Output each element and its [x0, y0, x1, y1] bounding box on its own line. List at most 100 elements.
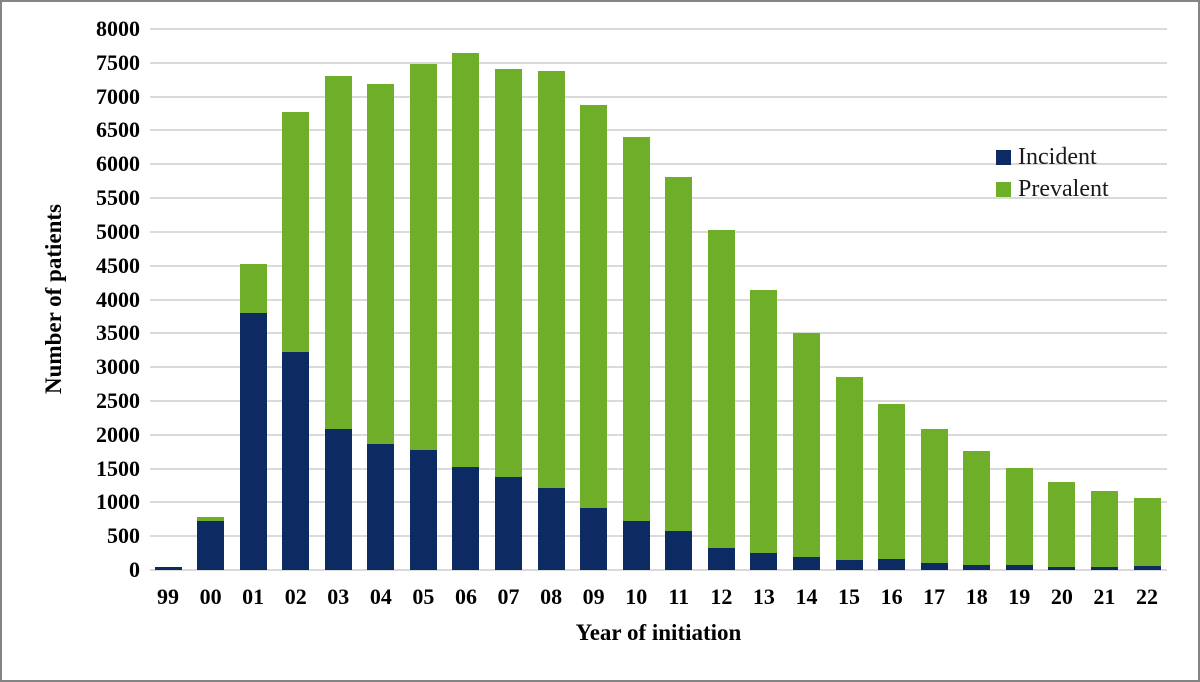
- bar-04: [367, 83, 395, 570]
- legend-item-incident: Incident: [996, 141, 1109, 173]
- gridline-5000: [150, 230, 1167, 233]
- gridline-4000: [150, 298, 1167, 301]
- x-tick-label-15: 15: [838, 584, 861, 609]
- bar-segment-incident-18: [963, 564, 991, 570]
- gridline-2500: [150, 399, 1167, 402]
- bar-09: [580, 105, 608, 570]
- gridline-500: [150, 535, 1167, 538]
- bar-segment-incident-15: [835, 559, 863, 570]
- bar-segment-prevalent-10: [622, 136, 650, 521]
- bar-11: [665, 177, 693, 570]
- bar-segment-prevalent-21: [1090, 490, 1118, 568]
- x-tick-label-22: 22: [1136, 584, 1158, 609]
- bar-segment-incident-19: [1005, 564, 1033, 570]
- bar-14: [792, 333, 820, 570]
- bar-segment-prevalent-15: [835, 376, 863, 560]
- x-tick-label-07: 07: [497, 584, 520, 609]
- bar-segment-incident-21: [1090, 567, 1118, 570]
- bar-segment-prevalent-20: [1048, 482, 1076, 567]
- bar-segment-incident-09: [580, 507, 608, 570]
- y-tick-label-5500: 5500: [96, 185, 140, 211]
- x-tick-label-16: 16: [880, 584, 903, 609]
- bar-segment-incident-11: [665, 531, 693, 570]
- y-tick-label-500: 500: [107, 523, 140, 549]
- gridline-1000: [150, 501, 1167, 504]
- bar-segment-prevalent-18: [963, 450, 991, 565]
- bar-segment-incident-08: [537, 487, 565, 570]
- x-tick-label-11: 11: [668, 584, 690, 609]
- y-tick-label-6000: 6000: [96, 151, 140, 177]
- bar-segment-prevalent-19: [1005, 467, 1033, 565]
- x-tick-label-04: 04: [369, 584, 392, 609]
- bar-00: [197, 516, 225, 570]
- bar-06: [452, 53, 480, 570]
- x-tick-label-00: 00: [199, 584, 222, 609]
- bar-22: [1133, 498, 1161, 570]
- bar-segment-prevalent-14: [792, 333, 820, 558]
- gridline-0: [150, 569, 1167, 571]
- x-tick-label-19: 19: [1008, 584, 1031, 609]
- y-tick-label-2500: 2500: [96, 387, 140, 413]
- bar-segment-prevalent-04: [367, 83, 395, 445]
- bar-segment-prevalent-22: [1133, 498, 1161, 566]
- bar-05: [409, 63, 437, 570]
- bar-segment-incident-03: [324, 429, 352, 570]
- bar-13: [750, 290, 778, 570]
- x-tick-label-02: 02: [284, 584, 307, 609]
- gridline-4500: [150, 264, 1167, 267]
- gridline-1500: [150, 467, 1167, 470]
- bar-segment-incident-00: [197, 521, 225, 570]
- bar-segment-prevalent-13: [750, 290, 778, 554]
- bar-segment-incident-10: [622, 520, 650, 570]
- x-tick-label-10: 10: [625, 584, 648, 609]
- x-tick-label-13: 13: [752, 584, 775, 609]
- x-tick-label-12: 12: [710, 584, 733, 609]
- bar-segment-incident-14: [792, 557, 820, 570]
- bar-16: [878, 404, 906, 570]
- legend-item-prevalent: Prevalent: [996, 173, 1109, 205]
- bar-03: [324, 76, 352, 570]
- y-tick-label-7500: 7500: [96, 49, 140, 75]
- bar-segment-prevalent-08: [537, 70, 565, 488]
- bar-segment-prevalent-16: [878, 404, 906, 560]
- x-tick-label-21: 21: [1093, 584, 1116, 609]
- y-tick-label-8000: 8000: [96, 16, 140, 41]
- bar-segment-incident-06: [452, 466, 480, 570]
- gridline-5500: [150, 197, 1167, 200]
- bar-21: [1090, 490, 1118, 570]
- y-tick-label-2000: 2000: [96, 421, 140, 447]
- gridline-3000: [150, 366, 1167, 369]
- bar-19: [1005, 467, 1033, 570]
- bar-segment-incident-13: [750, 553, 778, 570]
- legend-label-prevalent: Prevalent: [1018, 176, 1109, 202]
- bar-10: [622, 136, 650, 570]
- bar-segment-incident-99: [154, 566, 182, 570]
- bar-07: [495, 68, 523, 570]
- y-tick-label-7000: 7000: [96, 83, 140, 109]
- x-axis-title: Year of initiation: [575, 620, 742, 645]
- y-tick-label-6500: 6500: [96, 117, 140, 143]
- gridline-3500: [150, 332, 1167, 335]
- gridline-6000: [150, 163, 1167, 166]
- bar-segment-prevalent-00: [197, 516, 225, 522]
- y-tick-label-3000: 3000: [96, 354, 140, 380]
- bar-segment-incident-07: [495, 477, 523, 570]
- bar-18: [963, 450, 991, 570]
- y-tick-label-4500: 4500: [96, 252, 140, 278]
- bar-segment-incident-16: [878, 559, 906, 570]
- legend: Incident Prevalent: [996, 141, 1109, 205]
- bar-segment-prevalent-03: [324, 76, 352, 430]
- bar-99: [154, 566, 182, 570]
- y-tick-label-4000: 4000: [96, 286, 140, 312]
- gridline-2000: [150, 433, 1167, 436]
- bar-segment-prevalent-02: [282, 112, 310, 353]
- y-tick-label-1500: 1500: [96, 455, 140, 481]
- bar-segment-incident-22: [1133, 565, 1161, 570]
- bar-12: [707, 229, 735, 570]
- bar-segment-incident-05: [409, 449, 437, 570]
- x-tick-label-06: 06: [454, 584, 477, 609]
- bar-segment-incident-01: [239, 313, 267, 570]
- bar-15: [835, 376, 863, 570]
- bar-segment-prevalent-05: [409, 63, 437, 450]
